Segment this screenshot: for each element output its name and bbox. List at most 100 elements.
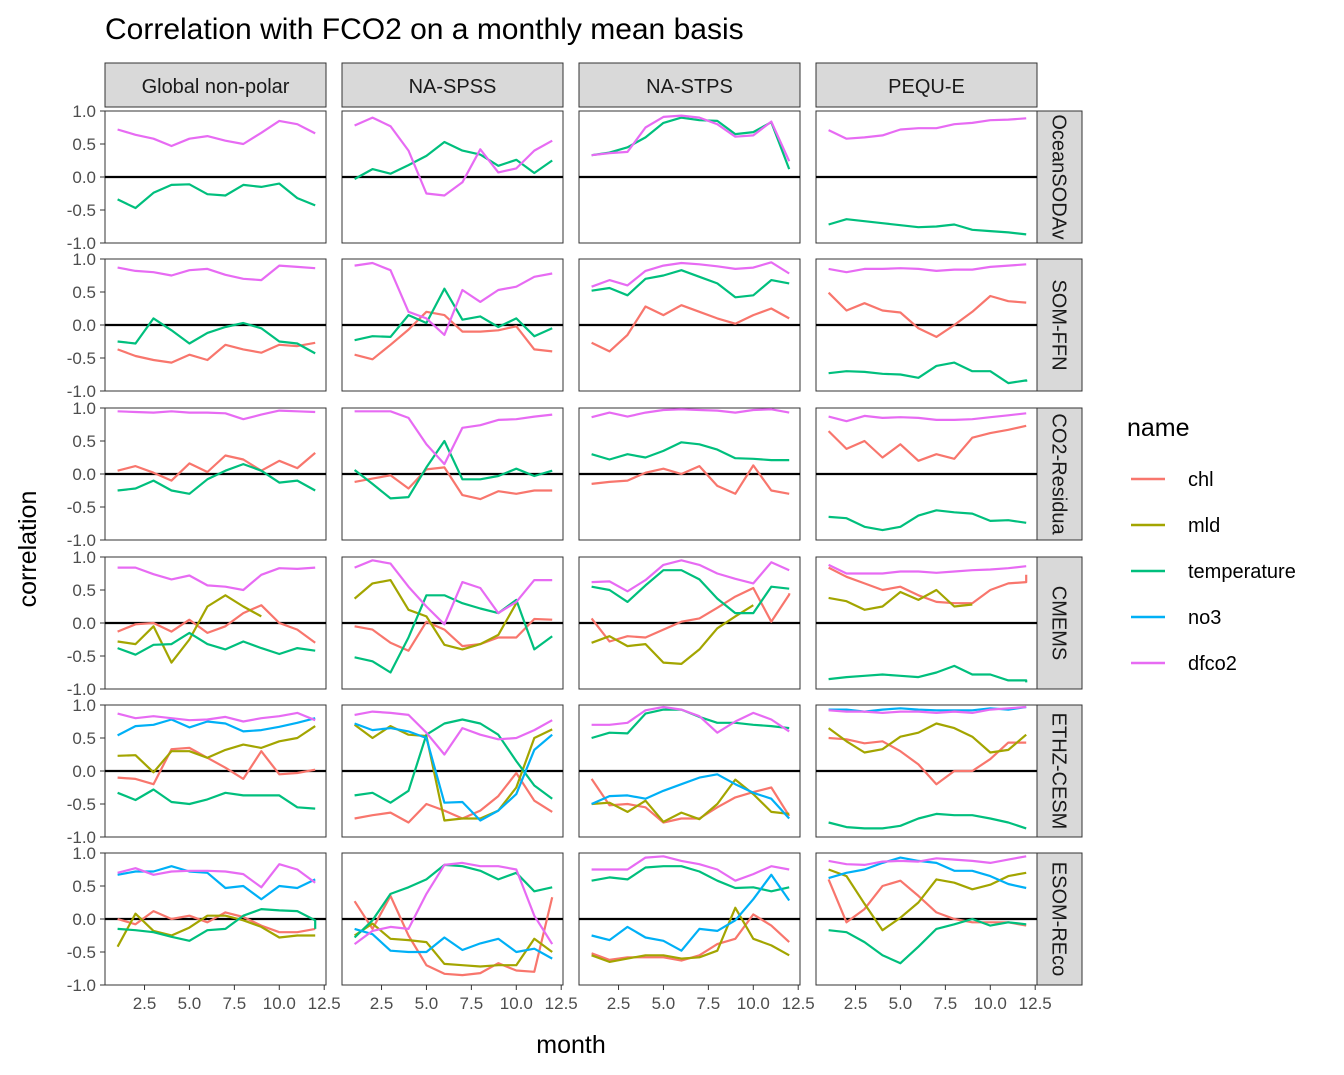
series-line-temperature	[828, 509, 1027, 532]
x-tick-label: 2.5	[607, 994, 631, 1013]
series-line-dfco2	[591, 114, 791, 162]
series-line-chl	[827, 424, 1027, 462]
facet-strip-row	[1036, 110, 1083, 244]
x-tick-label: 10.0	[974, 994, 1007, 1013]
x-tick-label: 2.5	[370, 994, 394, 1013]
facet-strip-column-label: PEQU-E	[888, 76, 965, 98]
x-tick-label: 2.5	[844, 994, 868, 1013]
series-line-chl	[117, 452, 316, 482]
y-tick-label: -0.5	[67, 943, 96, 962]
x-tick-label: 7.5	[223, 994, 247, 1013]
series-line-mld	[116, 912, 316, 948]
facet-strip-column	[341, 62, 564, 108]
series-line-temperature	[354, 287, 553, 342]
series-line-dfco2	[828, 117, 1027, 140]
legend-label-mld: mld	[1188, 515, 1220, 537]
x-tick-label: 2.5	[133, 994, 157, 1013]
series-line-dfco2	[828, 563, 1027, 575]
y-tick-label: 0.0	[72, 168, 96, 187]
series-line-mld	[353, 578, 518, 651]
series-line-mld	[591, 604, 754, 666]
y-tick-label: 0.0	[72, 762, 96, 781]
y-tick-label: 1.0	[72, 548, 96, 567]
series-line-chl	[117, 604, 316, 644]
series-line-dfco2	[117, 119, 316, 148]
y-tick-label: 1.0	[72, 102, 96, 121]
series-line-mld	[591, 778, 790, 823]
series-line-no3	[591, 873, 791, 952]
series-line-dfco2	[354, 559, 553, 626]
facet-strip-row	[1036, 556, 1083, 690]
series-line-dfco2	[117, 566, 316, 592]
y-tick-label: -0.5	[67, 647, 96, 666]
series-line-chl	[353, 894, 554, 977]
y-tick-label: 0.5	[72, 581, 96, 600]
x-tick-label: 12.5	[782, 994, 815, 1013]
chart-title: Correlation with FCO2 on a monthly mean …	[105, 13, 744, 46]
series-line-dfco2	[591, 705, 790, 734]
series-line-temperature	[591, 116, 791, 170]
series-line-temperature	[117, 317, 316, 355]
legend-label-temperature: temperature	[1188, 561, 1296, 583]
facet-strip-row-label: CMEMS	[1048, 586, 1070, 660]
legend-label-no3: no3	[1188, 607, 1221, 629]
series-line-chl	[117, 341, 316, 364]
series-line-no3	[354, 927, 553, 960]
series-line-no3	[828, 856, 1027, 890]
series-line-temperature	[828, 917, 1027, 965]
series-line-dfco2	[117, 409, 316, 421]
y-tick-label: 0.0	[72, 465, 96, 484]
y-tick-label: -0.5	[67, 795, 96, 814]
series-line-dfco2	[354, 710, 553, 756]
x-tick-label: 5.0	[178, 994, 202, 1013]
series-line-temperature	[591, 269, 790, 299]
series-line-chl	[354, 617, 553, 652]
y-axis-title: correlation	[14, 491, 42, 608]
series-line-temperature	[353, 439, 553, 500]
series-line-chl	[591, 464, 790, 495]
series-line-mld	[117, 725, 316, 774]
x-tick-label: 12.5	[308, 994, 341, 1013]
series-line-temperature	[591, 569, 790, 615]
series-line-dfco2	[828, 705, 1027, 715]
series-line-dfco2	[828, 855, 1027, 867]
series-line-chl	[590, 778, 791, 824]
y-tick-label: 1.0	[72, 844, 96, 863]
y-tick-label: -0.5	[67, 349, 96, 368]
facet-strip-row-label: SOM-FFN	[1048, 279, 1070, 370]
series-line-temperature	[828, 812, 1027, 830]
y-tick-label: 0.0	[72, 910, 96, 929]
x-tick-label: 5.0	[652, 994, 676, 1013]
facet-strip-row	[1036, 407, 1083, 541]
series-line-dfco2	[591, 408, 790, 419]
x-tick-label: 5.0	[415, 994, 439, 1013]
y-tick-label: -1.0	[67, 382, 96, 401]
y-tick-label: 1.0	[72, 399, 96, 418]
series-line-chl	[590, 586, 791, 643]
legend-title: name	[1127, 414, 1190, 442]
facet-strip-row	[1036, 704, 1083, 838]
series-line-dfco2	[828, 263, 1027, 274]
x-tick-label: 12.5	[545, 994, 578, 1013]
series-line-mld	[117, 594, 262, 664]
facet-grid: Global non-polar NA-SPSS NA-STPS PEQU-E Ocea…	[67, 62, 1083, 1013]
x-tick-label: 7.5	[697, 994, 721, 1013]
series-line-chl	[591, 304, 790, 353]
x-axis-title: month	[536, 1031, 605, 1059]
series-line-mld	[828, 588, 973, 611]
facet-strip-column	[104, 62, 327, 108]
series-line-mld	[828, 868, 1027, 932]
series-line-dfco2	[117, 863, 316, 889]
facet-strip-row-label: CO2-Residua	[1048, 413, 1070, 535]
series-line-temperature	[354, 594, 553, 674]
facet-strip-row-label: OceanSODAv	[1048, 114, 1070, 239]
series-line-chl	[117, 909, 316, 934]
series-line-no3	[117, 865, 316, 901]
facet-strip-column-label: NA-SPSS	[409, 76, 497, 98]
y-tick-label: 0.5	[72, 432, 96, 451]
series-line-temperature	[117, 182, 316, 210]
y-tick-label: 0.0	[72, 614, 96, 633]
facet-strip-column-label: NA-STPS	[646, 76, 733, 98]
series-line-temperature	[117, 788, 316, 810]
